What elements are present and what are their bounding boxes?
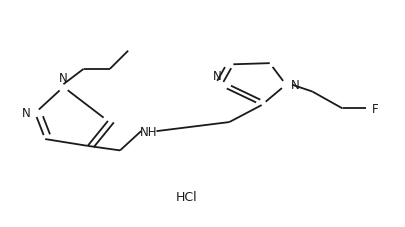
Text: NH: NH <box>139 125 157 138</box>
Text: F: F <box>371 103 377 116</box>
Text: N: N <box>59 71 68 84</box>
Text: HCl: HCl <box>176 190 197 203</box>
Text: N: N <box>21 107 30 120</box>
Text: N: N <box>290 79 299 92</box>
Text: N: N <box>212 70 221 83</box>
